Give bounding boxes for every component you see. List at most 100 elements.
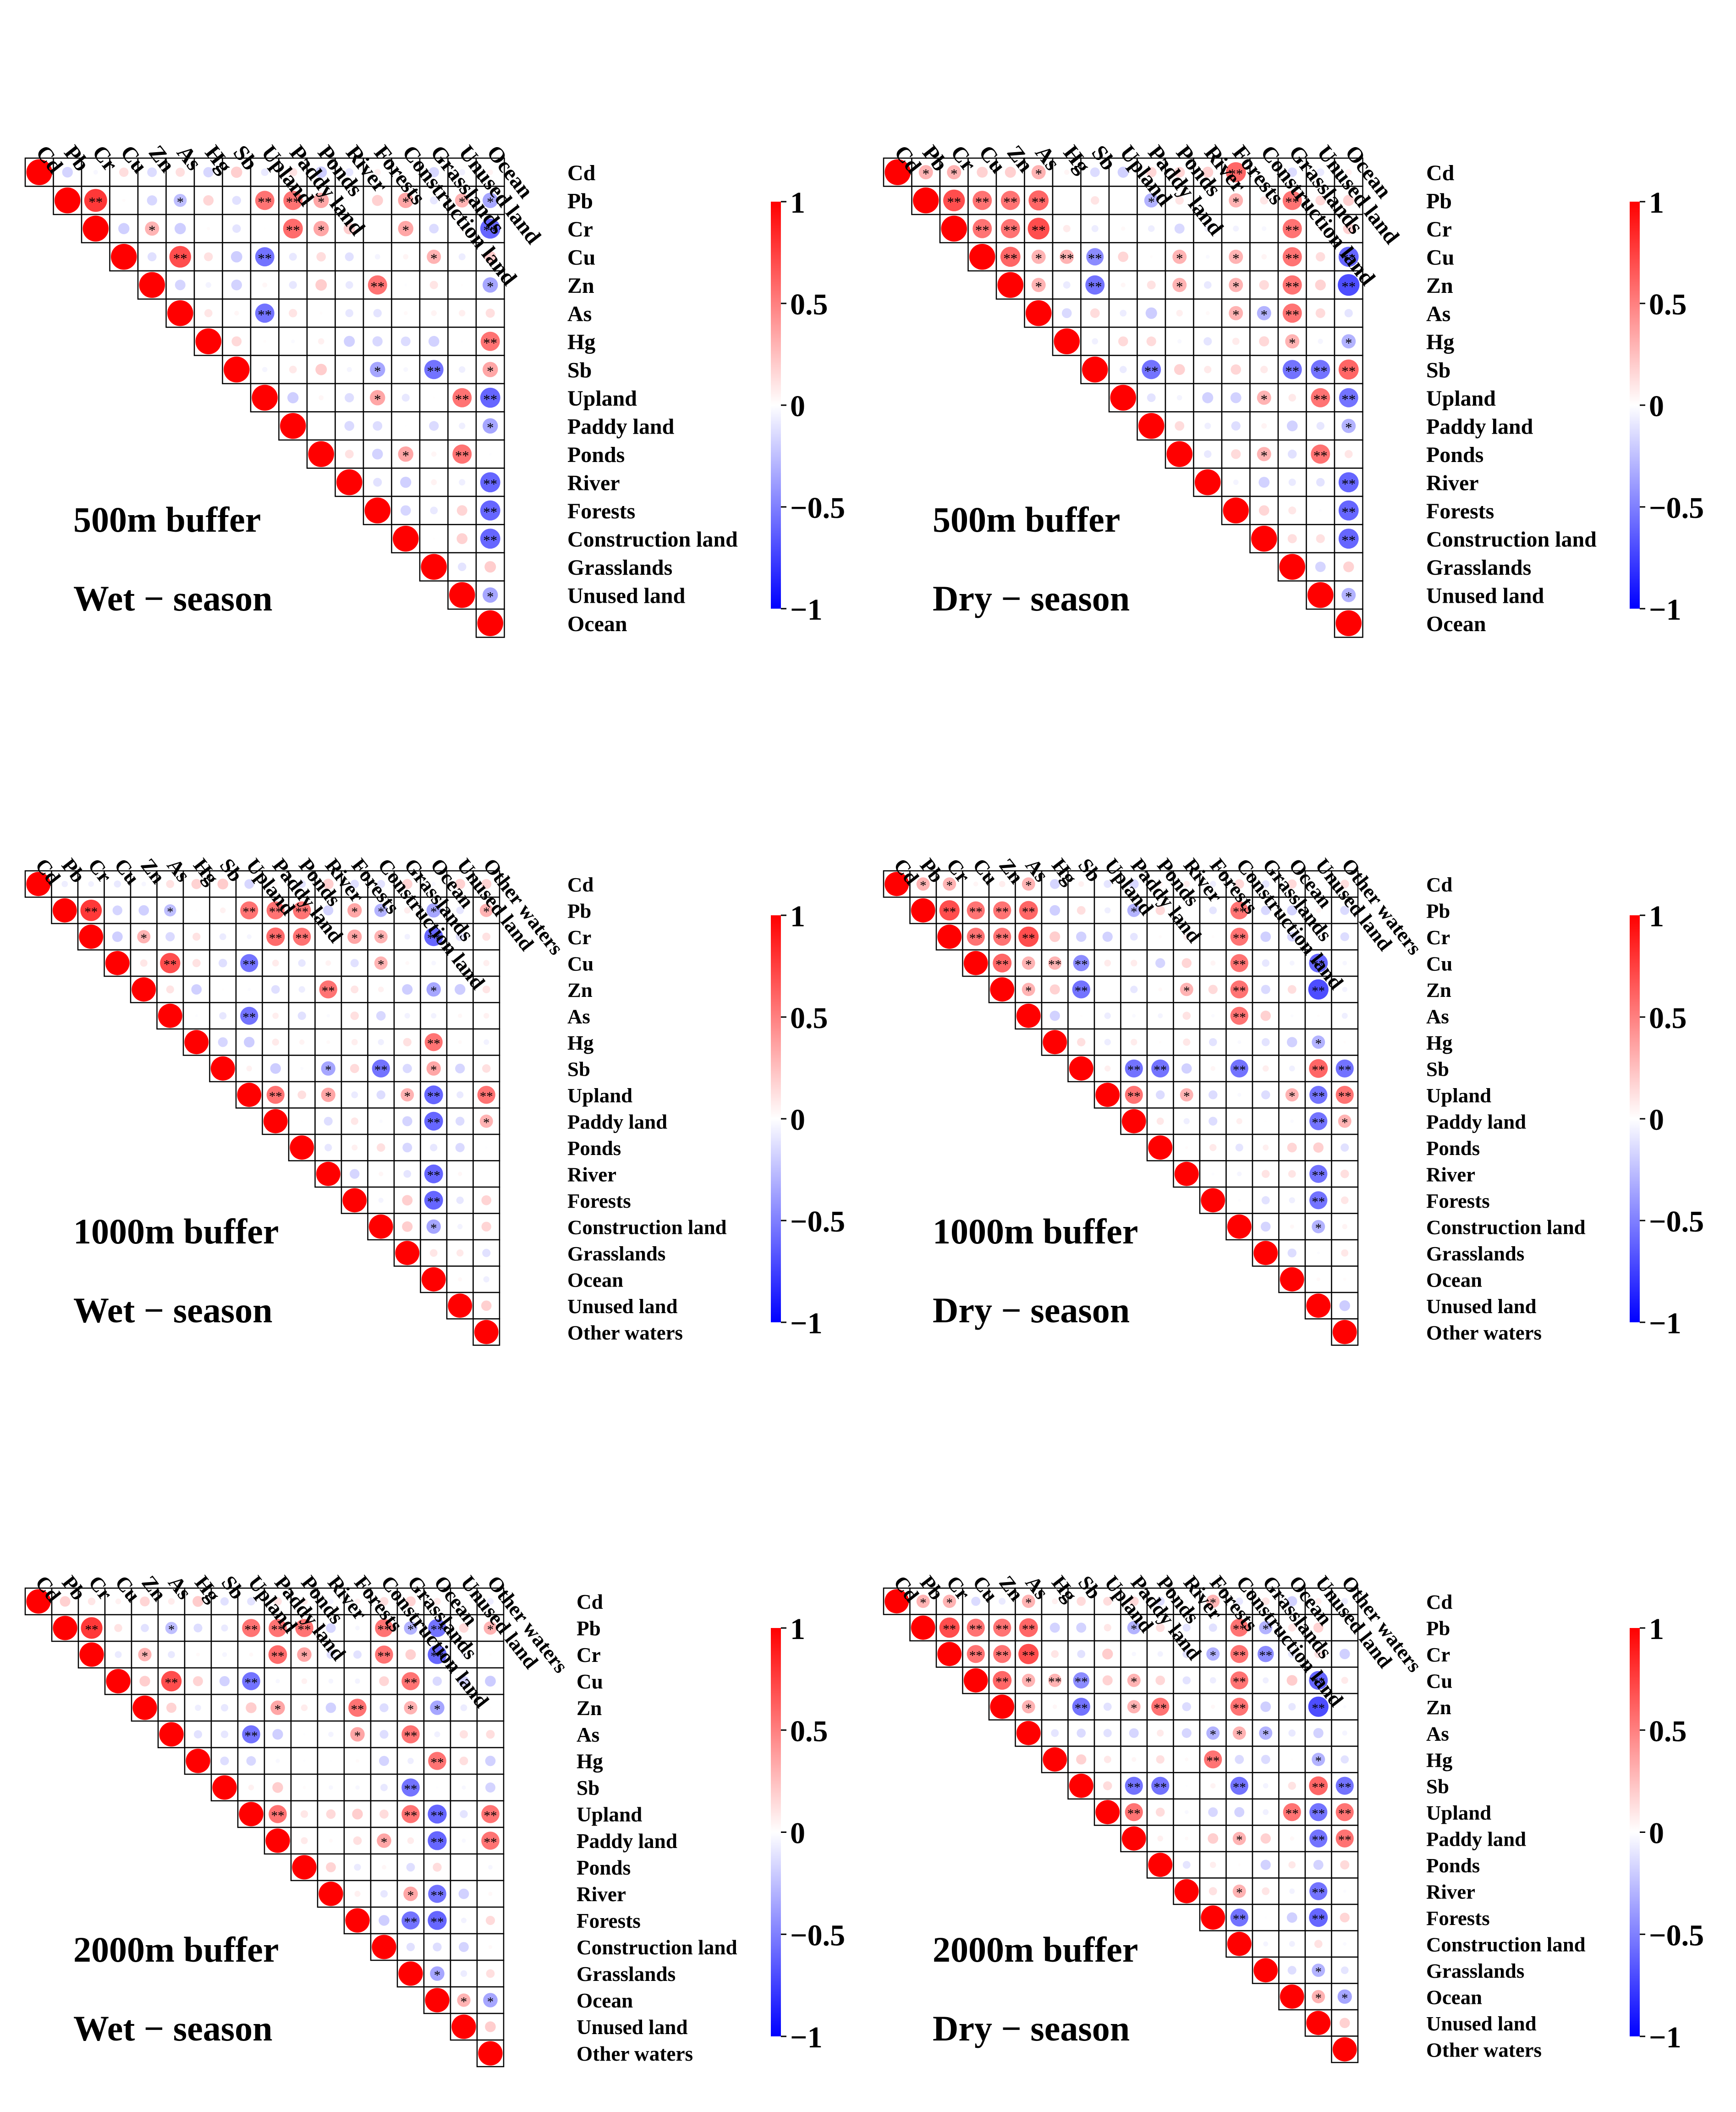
corr-cell bbox=[1067, 1772, 1095, 1800]
corr-dot bbox=[1157, 1729, 1164, 1737]
corr-dot bbox=[374, 169, 381, 176]
corr-dot bbox=[482, 985, 490, 994]
significance-mark: ** bbox=[286, 222, 300, 238]
corr-dot bbox=[1235, 1754, 1244, 1764]
corr-cell bbox=[935, 923, 963, 951]
corr-dot bbox=[430, 506, 438, 515]
corr-cell bbox=[472, 1160, 500, 1188]
corr-dot bbox=[461, 1651, 467, 1658]
corr-dot bbox=[376, 1090, 385, 1100]
corr-cell bbox=[306, 355, 336, 385]
corr-cell bbox=[1146, 923, 1174, 951]
significance-mark: ** bbox=[427, 1116, 440, 1130]
corr-cell: * bbox=[1015, 1587, 1043, 1615]
significance-mark: ** bbox=[1312, 984, 1325, 998]
corr-cell: ** bbox=[1120, 1081, 1148, 1109]
corr-dot bbox=[1236, 1597, 1243, 1605]
corr-cell bbox=[420, 1239, 448, 1267]
corr-cell: * bbox=[472, 1107, 500, 1135]
row-label-ponds: Ponds bbox=[577, 1856, 631, 1879]
corr-cell: ** bbox=[962, 1614, 990, 1642]
corr-dot bbox=[324, 1116, 333, 1126]
corr-dot bbox=[345, 252, 354, 261]
corr-dot bbox=[1338, 472, 1359, 493]
corr-dot bbox=[291, 339, 295, 343]
significance-mark: ** bbox=[1022, 1648, 1035, 1663]
corr-dot bbox=[461, 340, 463, 343]
colorbar-tick: 0 bbox=[1649, 1817, 1664, 1850]
corr-dot bbox=[1261, 984, 1270, 994]
corr-cell bbox=[423, 1853, 451, 1881]
corr-dot bbox=[1203, 337, 1212, 346]
corr-dot bbox=[1230, 1908, 1248, 1927]
corr-cell bbox=[367, 1213, 395, 1241]
corr-dot bbox=[379, 1597, 389, 1606]
correlation-panel-4: * * *** ** ** ** * **** ** ** **** * ** ** ** *** ** * ** *… bbox=[883, 854, 1704, 1346]
corr-cell bbox=[396, 1853, 425, 1881]
corr-dot bbox=[485, 1676, 496, 1687]
corr-dot bbox=[977, 166, 988, 178]
corr-cell: ** bbox=[1225, 896, 1253, 924]
corr-dot bbox=[1339, 2018, 1350, 2029]
corr-cell bbox=[51, 1614, 79, 1642]
corr-cell bbox=[1277, 468, 1307, 497]
corr-dot bbox=[289, 253, 297, 261]
corr-dot bbox=[489, 1706, 492, 1709]
diagonal-dot bbox=[1201, 1905, 1225, 1930]
row-label-other-waters: Other waters bbox=[567, 1321, 683, 1344]
corr-cell bbox=[210, 1587, 239, 1616]
corr-dot bbox=[222, 1652, 227, 1657]
corr-dot bbox=[428, 1911, 447, 1930]
corr-cell bbox=[367, 1133, 395, 1161]
corr-cell: * bbox=[423, 1694, 451, 1722]
corr-cell: * bbox=[1277, 326, 1307, 356]
significance-mark: ** bbox=[1312, 1780, 1325, 1795]
corr-dot bbox=[455, 1063, 465, 1073]
corr-dot bbox=[455, 879, 466, 890]
corr-dot bbox=[1125, 1776, 1143, 1795]
corr-dot bbox=[406, 1942, 415, 1952]
corr-dot bbox=[377, 1143, 385, 1152]
corr-cell bbox=[1331, 1002, 1359, 1030]
diagonal-dot bbox=[159, 1722, 184, 1747]
corr-cell bbox=[393, 1213, 421, 1241]
diagonal-dot bbox=[911, 1615, 935, 1640]
diagonal-dot bbox=[1306, 1293, 1331, 1318]
diagonal-dot bbox=[1082, 356, 1108, 383]
significance-mark: * bbox=[402, 194, 409, 210]
corr-dot bbox=[1049, 1011, 1060, 1021]
corr-cell bbox=[1193, 270, 1223, 300]
corr-cell bbox=[1278, 1772, 1306, 1800]
corr-cell: * bbox=[1024, 270, 1054, 300]
corr-cell bbox=[317, 1800, 345, 1828]
corr-cell bbox=[396, 1826, 425, 1855]
corr-cell bbox=[419, 524, 449, 554]
corr-cell bbox=[1093, 1614, 1121, 1642]
corr-dot bbox=[1260, 366, 1268, 374]
corr-cell bbox=[1067, 1614, 1095, 1642]
corr-dot bbox=[1261, 905, 1271, 915]
diagonal-dot bbox=[392, 525, 419, 552]
row-label-forests: Forests bbox=[567, 499, 635, 523]
corr-cell: ** bbox=[1041, 949, 1069, 977]
corr-dot bbox=[1340, 1755, 1349, 1764]
corr-dot bbox=[1066, 199, 1068, 202]
diagonal-dot bbox=[1054, 328, 1080, 355]
corr-dot bbox=[327, 935, 330, 938]
corr-cell: ** bbox=[237, 1614, 265, 1642]
corr-dot bbox=[168, 1598, 175, 1605]
corr-cell bbox=[1331, 975, 1359, 1003]
corr-dot bbox=[1319, 509, 1322, 512]
diagonal-dot bbox=[79, 1642, 104, 1667]
corr-dot bbox=[319, 312, 323, 315]
significance-mark: * bbox=[141, 931, 147, 946]
corr-cell: ** bbox=[396, 1720, 425, 1749]
buffer-title: 2000m buffer bbox=[933, 1930, 1138, 1969]
corr-cell bbox=[393, 1133, 421, 1161]
corr-dot bbox=[1288, 506, 1297, 515]
corr-cell bbox=[363, 298, 392, 328]
corr-dot bbox=[244, 1037, 255, 1048]
row-label-sb: Sb bbox=[577, 1776, 599, 1799]
diagonal-dot bbox=[210, 1056, 235, 1081]
corr-dot bbox=[1260, 196, 1269, 205]
